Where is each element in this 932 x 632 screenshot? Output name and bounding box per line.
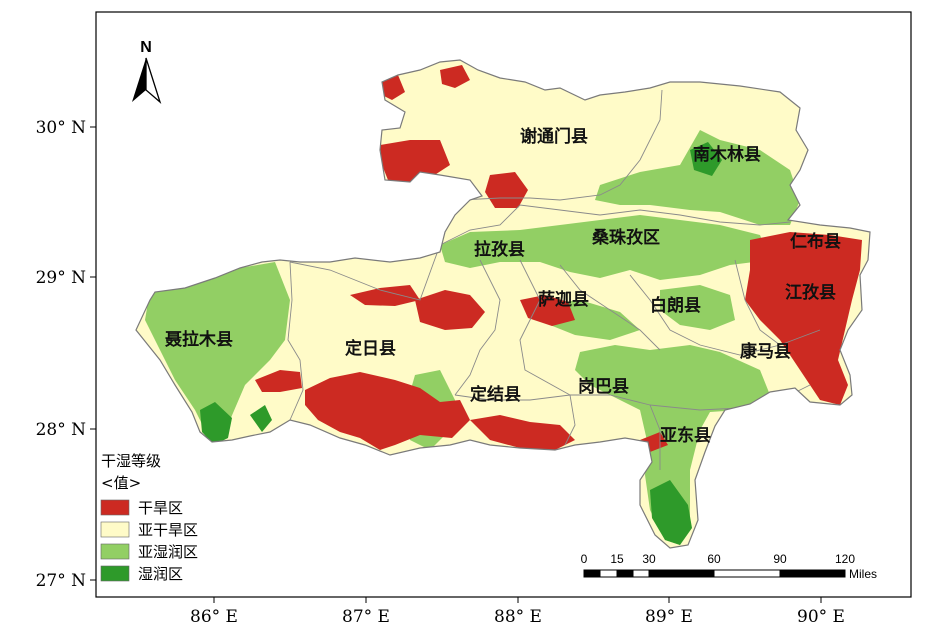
lon-label-89: 89° E bbox=[645, 607, 693, 627]
legend-label-1: 亚干旱区 bbox=[138, 521, 198, 539]
lon-label-88: 88° E bbox=[494, 607, 542, 627]
scale-bar: 0 15 30 60 90 120 Miles bbox=[581, 552, 877, 581]
scale-seg-4 bbox=[632, 569, 650, 578]
legend-label-2: 亚湿润区 bbox=[138, 543, 198, 561]
lon-label-86: 86° E bbox=[190, 607, 238, 627]
dry-zones bbox=[255, 65, 862, 452]
county-label-lazi: 拉孜县 bbox=[474, 239, 525, 260]
scale-tick-15: 15 bbox=[610, 552, 624, 566]
county-label-xietongmen: 谢通门县 bbox=[520, 126, 588, 147]
county-label-jiangzi: 江孜县 bbox=[785, 282, 836, 303]
scale-seg-7 bbox=[779, 569, 846, 578]
county-label-renbu: 仁布县 bbox=[790, 231, 841, 252]
scale-seg-5 bbox=[648, 569, 715, 578]
legend-swatch-0 bbox=[100, 499, 130, 516]
county-labels: 谢通门县 南木林县 仁布县 桑珠孜区 拉孜县 江孜县 萨迦县 白朗县 聂拉木县 … bbox=[164, 126, 841, 446]
north-label: N bbox=[140, 39, 152, 56]
scale-tick-0: 0 bbox=[581, 552, 588, 566]
county-label-kangma: 康马县 bbox=[740, 341, 791, 362]
legend-subtitle: <值> bbox=[101, 474, 141, 492]
legend-swatch-1 bbox=[100, 521, 130, 538]
county-label-yadong: 亚东县 bbox=[660, 425, 711, 446]
north-arrow-icon-right bbox=[145, 57, 162, 104]
north-arrow: N bbox=[132, 39, 162, 104]
county-label-saga: 萨迦县 bbox=[538, 289, 589, 310]
tick-marks bbox=[90, 126, 822, 603]
scale-tick-labels: 0 15 30 60 90 120 bbox=[581, 552, 856, 566]
region-outline bbox=[135, 59, 871, 549]
legend-label-0: 干旱区 bbox=[138, 499, 183, 517]
scale-unit: Miles bbox=[849, 567, 877, 581]
scale-seg-6 bbox=[713, 569, 781, 578]
lat-label-28: 28° N bbox=[36, 420, 87, 440]
county-label-gangba: 岗巴县 bbox=[578, 376, 629, 397]
north-arrow-icon bbox=[132, 58, 146, 102]
longitude-labels: 86° E 87° E 88° E 89° E 90° E bbox=[190, 607, 845, 627]
county-label-nanmulin: 南木林县 bbox=[693, 144, 761, 165]
lat-label-30: 30° N bbox=[36, 118, 87, 138]
scale-tick-120: 120 bbox=[835, 552, 855, 566]
county-label-nielamu: 聂拉木县 bbox=[164, 329, 233, 350]
legend-label-3: 湿润区 bbox=[138, 565, 183, 583]
county-label-dingjie: 定结县 bbox=[470, 384, 521, 405]
region-map bbox=[135, 59, 871, 549]
legend-title: 干湿等级 bbox=[101, 452, 161, 470]
scale-tick-60: 60 bbox=[707, 552, 721, 566]
scale-seg-1 bbox=[583, 569, 601, 578]
lat-label-29: 29° N bbox=[36, 268, 87, 288]
scale-seg-3 bbox=[616, 569, 634, 578]
scale-seg-2 bbox=[599, 569, 618, 578]
legend-swatch-2 bbox=[100, 543, 130, 560]
latitude-labels: 30° N 29° N 28° N 27° N bbox=[36, 118, 87, 591]
scale-tick-90: 90 bbox=[773, 552, 787, 566]
county-label-dingri: 定日县 bbox=[345, 338, 396, 359]
county-label-sangzhuzi: 桑珠孜区 bbox=[592, 227, 660, 248]
lon-label-87: 87° E bbox=[342, 607, 390, 627]
lat-label-27: 27° N bbox=[36, 571, 87, 591]
scale-tick-30: 30 bbox=[642, 552, 656, 566]
humid-zones bbox=[200, 142, 722, 545]
county-label-bailang: 白朗县 bbox=[650, 295, 701, 316]
legend-swatch-3 bbox=[100, 565, 130, 582]
lon-label-90: 90° E bbox=[797, 607, 845, 627]
